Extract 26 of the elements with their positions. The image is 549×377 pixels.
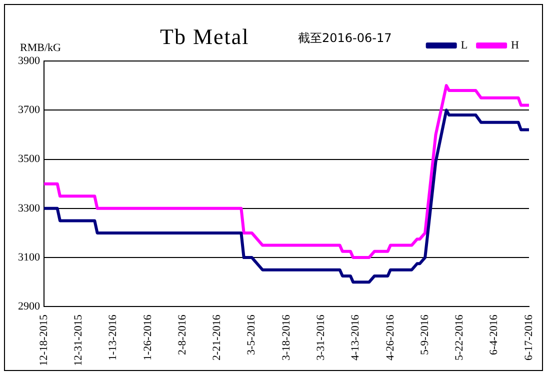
y-tick-label: 3300 [18, 202, 40, 214]
y-tick-label: 3500 [18, 153, 40, 166]
x-tick-label: 2-21-2016 [211, 314, 224, 360]
x-tick-label: 2-8-2016 [176, 314, 188, 355]
x-tick-label: 4-13-2016 [350, 314, 362, 360]
chart-title: Tb Metal [160, 24, 250, 50]
y-axis-title: RMB/kG [20, 42, 61, 54]
y-tick-label: 3100 [18, 251, 40, 264]
x-tick-label: 6-4-2016 [488, 314, 500, 355]
x-tick-label: 6-17-2016 [522, 314, 535, 360]
x-tick-label: 1-13-2016 [107, 314, 120, 360]
y-tick-label: 2900 [18, 300, 40, 313]
legend-label: L [460, 39, 468, 52]
y-tick-label: 3700 [18, 104, 40, 116]
x-tick-label: 3-18-2016 [280, 314, 292, 360]
x-tick-label: 5-9-2016 [418, 314, 431, 355]
x-tick-label: 1-26-2016 [142, 314, 154, 360]
chart-subtitle: 截至2016-06-17 [298, 30, 392, 47]
x-tick-label: 3-5-2016 [246, 314, 258, 355]
x-tick-label: 5-22-2016 [454, 314, 466, 360]
x-tick-label: 12-31-2015 [72, 314, 85, 366]
legend-label: H [511, 39, 520, 52]
x-tick-label: 4-26-2016 [384, 314, 396, 360]
x-tick-label: 3-31-2016 [315, 314, 328, 360]
x-tick-label: 12-18-2015 [38, 314, 50, 366]
y-tick-label: 3900 [18, 54, 40, 67]
